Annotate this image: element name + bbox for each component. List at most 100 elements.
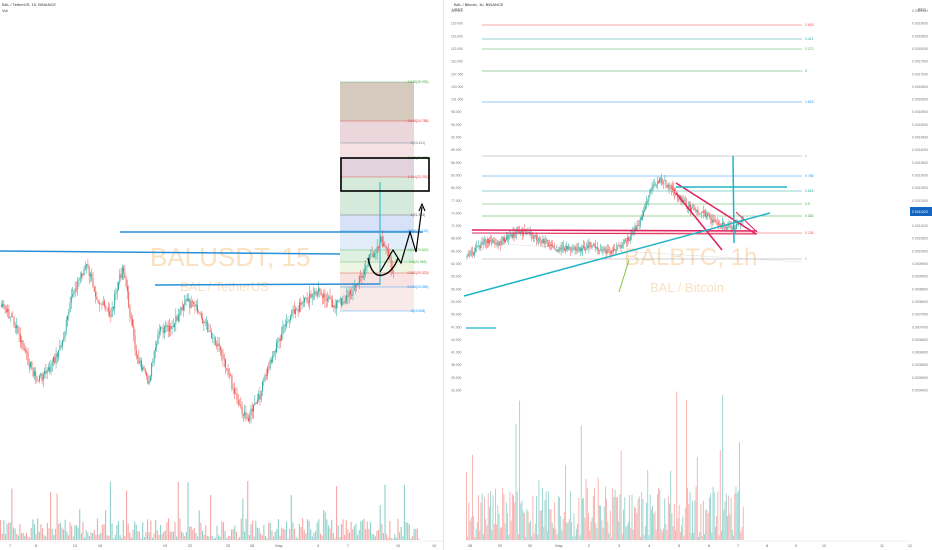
left-candle	[284, 324, 286, 326]
left-candle	[225, 359, 226, 369]
right-candle	[728, 225, 730, 226]
left-volume-bar	[231, 529, 233, 540]
left-candle	[305, 297, 307, 299]
right-candle	[632, 232, 634, 233]
left-chart-panel[interactable]: BAL / TetherUS, 15, BINANCE Vol BALUSDT,…	[0, 0, 443, 550]
target-box	[340, 157, 430, 192]
left-candle	[351, 294, 353, 296]
right-volume-bar	[486, 525, 488, 540]
left-volume-bar	[11, 488, 13, 540]
left-candle	[3, 303, 5, 307]
left-candle	[184, 301, 186, 305]
left-candle	[361, 276, 363, 278]
right-candle	[593, 244, 595, 246]
right-candle	[700, 212, 702, 214]
left-candle	[47, 367, 49, 370]
right-volume-bar	[640, 536, 641, 540]
left-volume-bar	[177, 482, 179, 540]
left-volume-bar	[129, 532, 131, 540]
right-candle	[623, 240, 625, 245]
right-candle	[532, 235, 534, 239]
left-volume-bar	[126, 490, 128, 540]
right-volume-bar	[688, 504, 690, 540]
right-candle	[627, 237, 628, 242]
right-candle	[584, 245, 586, 251]
right-candle	[636, 225, 638, 231]
left-candle	[124, 272, 126, 279]
left-candle	[125, 278, 127, 287]
left-candle	[115, 292, 117, 295]
left-candle	[219, 346, 221, 351]
right-candle	[500, 241, 502, 246]
left-y-tick: 122.000	[451, 9, 463, 13]
left-volume-bar	[171, 531, 173, 540]
right-candle	[565, 248, 566, 251]
left-volume-bar	[243, 531, 246, 540]
right-y-tick: 0.0007500	[912, 313, 928, 317]
right-y-tick: 0.0014500	[912, 136, 928, 140]
right-watermark-symbol: BALBTC, 1h	[624, 244, 758, 271]
right-volume-bar	[525, 537, 527, 540]
right-x-tick: 8	[766, 544, 768, 548]
right-volume-bar	[673, 503, 675, 540]
left-volume-bar	[221, 521, 223, 540]
left-candle	[97, 299, 99, 303]
right-chart-panel[interactable]: BAL / Bitcoin, 1h, BINANCE USDT BTC BALB…	[444, 0, 932, 550]
right-candle	[626, 241, 627, 242]
left-candle	[288, 319, 290, 321]
right-volume-bar	[647, 470, 649, 540]
right-volume-bar	[618, 521, 620, 540]
left-x-tick: 16	[98, 544, 102, 548]
right-candle	[628, 237, 629, 241]
left-volume-bar	[285, 521, 288, 540]
right-candle	[531, 237, 533, 239]
left-volume-bar	[334, 537, 336, 540]
left-volume-bar	[381, 523, 383, 540]
left-candle	[153, 350, 155, 361]
left-volume-bar	[279, 535, 281, 540]
right-volume-bar	[653, 513, 655, 540]
left-y-tick: 83.000	[451, 173, 461, 177]
right-volume-bar	[611, 537, 612, 540]
right-candle	[702, 210, 704, 213]
right-x-tick: 28	[468, 544, 472, 548]
right-volume-bar	[677, 518, 679, 540]
left-candle	[171, 326, 173, 330]
right-volume-bar	[609, 510, 611, 540]
right-candle	[709, 215, 711, 218]
right-candle	[714, 219, 716, 223]
left-candle	[188, 299, 190, 301]
left-volume-bar	[390, 538, 393, 540]
right-candle	[587, 245, 589, 248]
left-candle	[193, 302, 195, 305]
right-volume-bar	[476, 522, 478, 540]
left-volume-bar	[205, 525, 207, 540]
left-candle	[96, 296, 98, 300]
left-volume-bar	[213, 538, 215, 540]
left-x-tick: 19	[163, 544, 167, 548]
left-candle	[128, 291, 130, 307]
right-volume-bar	[710, 493, 712, 540]
right-volume-bar	[497, 505, 499, 540]
left-candle	[355, 284, 356, 287]
right-volume-bar	[585, 479, 587, 540]
left-candle	[116, 289, 118, 293]
left-volume-bar	[137, 531, 139, 540]
left-candle	[183, 304, 184, 311]
right-volume-bar	[603, 506, 605, 540]
left-volume-bar	[168, 518, 170, 540]
right-candle	[663, 180, 665, 185]
left-chart-canvas[interactable]: 3.618(26.935)2.618(24.788)2(23.441)1.618…	[0, 0, 443, 550]
right-candle	[479, 245, 481, 248]
left-volume-bar	[218, 535, 220, 540]
left-volume-bar	[411, 535, 414, 540]
right-candle	[592, 244, 594, 247]
right-volume-bar	[648, 535, 650, 540]
right-chart-canvas[interactable]: 122.000 119.000 116.000 113.000 110.000 107.0…	[444, 0, 932, 550]
left-volume-bar	[410, 538, 412, 540]
left-volume-bar	[235, 531, 237, 540]
right-candle	[514, 235, 516, 237]
right-volume-bar	[559, 497, 560, 540]
right-volume-bar	[557, 496, 559, 540]
left-volume-bar	[142, 522, 144, 540]
